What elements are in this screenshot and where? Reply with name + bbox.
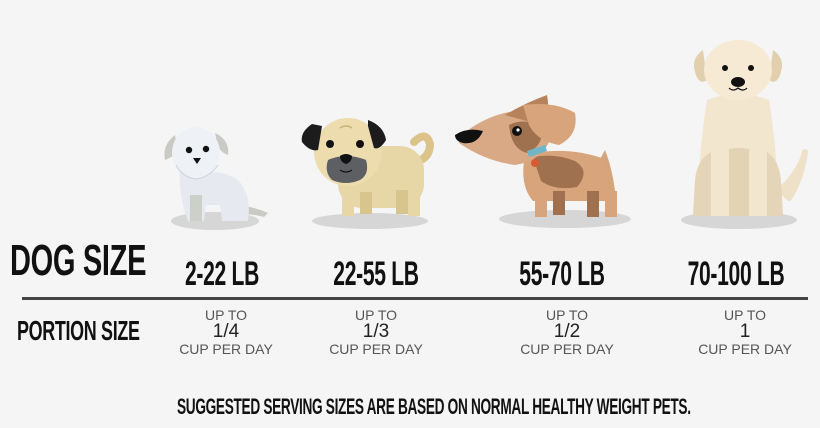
divider-line	[22, 297, 808, 300]
up-to-label: UP TO	[545, 307, 589, 323]
portion-amount: 1/2	[553, 321, 581, 342]
portion-amount: 1/3	[362, 321, 390, 342]
pug-illustration	[301, 118, 435, 229]
labrador-illustration	[681, 40, 808, 229]
small-white-dog-illustration	[164, 127, 268, 230]
portion-4: UP TO 1 CUP PER DAY	[675, 308, 815, 357]
weight-range-2: 22-55 LB	[333, 255, 419, 293]
weight-range-1: 2-22 LB	[185, 255, 259, 293]
brown-terrier-illustration	[455, 95, 631, 228]
portion-amount: 1	[739, 321, 751, 342]
weight-range-4: 70-100 LB	[687, 255, 785, 293]
up-to-label: UP TO	[354, 307, 398, 323]
cup-per-day-label: CUP PER DAY	[520, 341, 614, 357]
portion-2: UP TO 1/3 CUP PER DAY	[306, 308, 446, 357]
cup-per-day-label: CUP PER DAY	[698, 341, 792, 357]
footnote: SUGGESTED SERVING SIZES ARE BASED ON NOR…	[177, 394, 691, 419]
dog-size-heading: DOG SIZE	[10, 236, 147, 285]
up-to-label: UP TO	[723, 307, 767, 323]
weight-range-3: 55-70 LB	[519, 255, 605, 293]
portion-amount: 1/4	[212, 321, 240, 342]
portion-size-heading: PORTION SIZE	[17, 315, 140, 346]
portion-1: UP TO 1/4 CUP PER DAY	[156, 308, 296, 357]
up-to-label: UP TO	[204, 307, 248, 323]
portion-3: UP TO 1/2 CUP PER DAY	[497, 308, 637, 357]
cup-per-day-label: CUP PER DAY	[329, 341, 423, 357]
cup-per-day-label: CUP PER DAY	[179, 341, 273, 357]
